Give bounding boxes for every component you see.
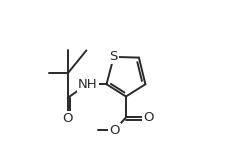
Text: S: S xyxy=(109,50,117,63)
Text: O: O xyxy=(62,112,73,125)
Text: O: O xyxy=(109,124,119,137)
Text: NH: NH xyxy=(78,78,97,91)
Text: O: O xyxy=(143,111,153,124)
